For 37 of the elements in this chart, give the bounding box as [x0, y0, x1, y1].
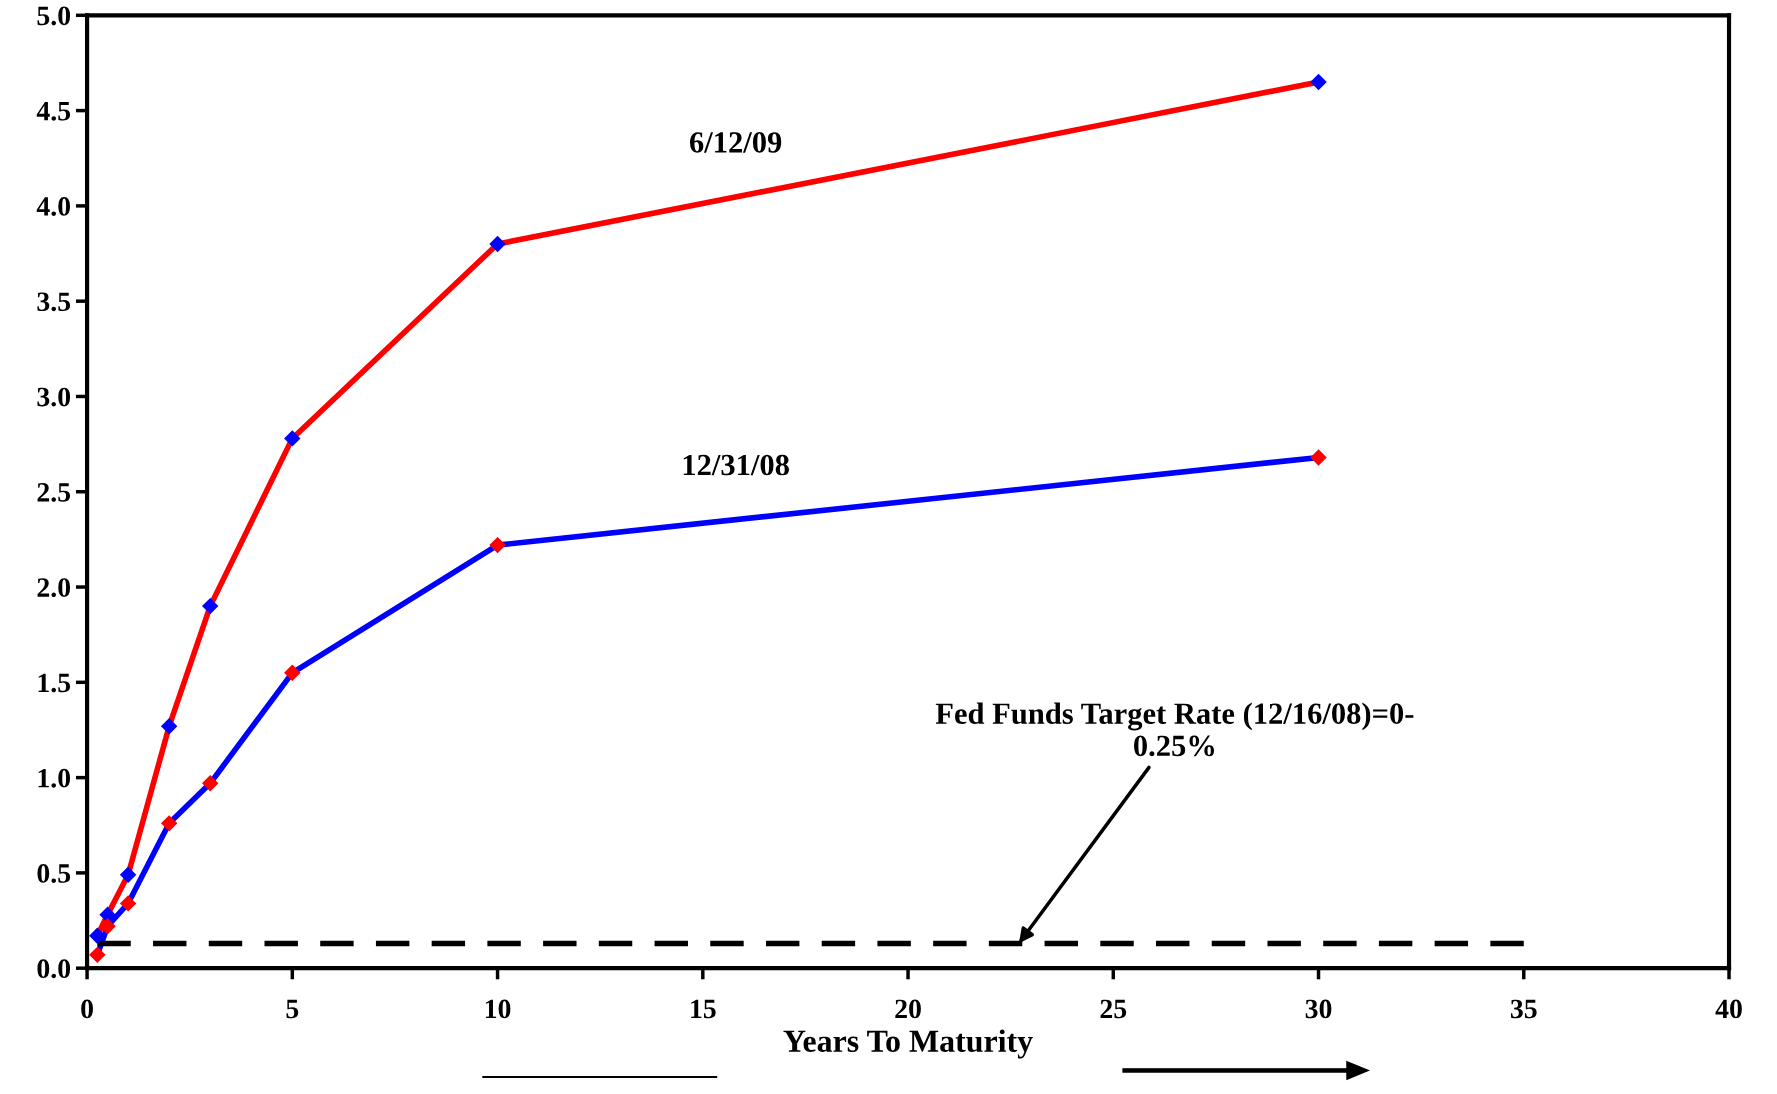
point — [160, 815, 178, 832]
y-tick-label: 0.5 — [37, 864, 71, 883]
point — [160, 717, 178, 735]
point — [89, 946, 106, 964]
x-tick-label: 20 — [895, 999, 921, 1019]
x-tick-label: 15 — [691, 999, 716, 1019]
point — [202, 775, 219, 792]
y-tick-label: 2.0 — [37, 578, 71, 598]
y-tick-label: 4.5 — [36, 101, 71, 121]
y-tick-label: 1.0 — [38, 768, 71, 788]
point — [119, 895, 137, 912]
point — [489, 536, 506, 554]
y-tick-label: 1.5 — [38, 673, 71, 693]
x-tick-label: 25 — [1100, 999, 1127, 1019]
x-tick-label: 35 — [1510, 999, 1537, 1019]
x-tick-label: 30 — [1305, 999, 1332, 1019]
y-tick-label: 3.0 — [37, 387, 71, 407]
point — [1310, 73, 1327, 91]
point — [1310, 449, 1327, 466]
point — [119, 866, 137, 884]
x-axis-title: Years To Maturity — [783, 1029, 1033, 1059]
point — [284, 664, 301, 682]
series-label: 12/31/08 — [683, 454, 789, 476]
point — [202, 597, 219, 615]
y-tick-label: 2.5 — [37, 483, 71, 502]
x-tick-label: 5 — [286, 999, 299, 1019]
y-tick-label: 4.0 — [36, 197, 71, 216]
y-tick-label: 5.0 — [37, 6, 71, 26]
y-tick-label: 0.0 — [37, 959, 71, 979]
point — [489, 235, 506, 253]
x-tick-label: 40 — [1715, 999, 1742, 1019]
x-tick-label: 10 — [485, 999, 511, 1019]
x-tick-label: 0 — [81, 999, 93, 1019]
annotation: Fed Funds Target Rate (12/16/08)=0- 0.25% — [935, 702, 1414, 757]
series-label: 6/12/09 — [690, 132, 782, 153]
y-tick-label: 3.5 — [37, 292, 71, 312]
point — [284, 430, 301, 447]
